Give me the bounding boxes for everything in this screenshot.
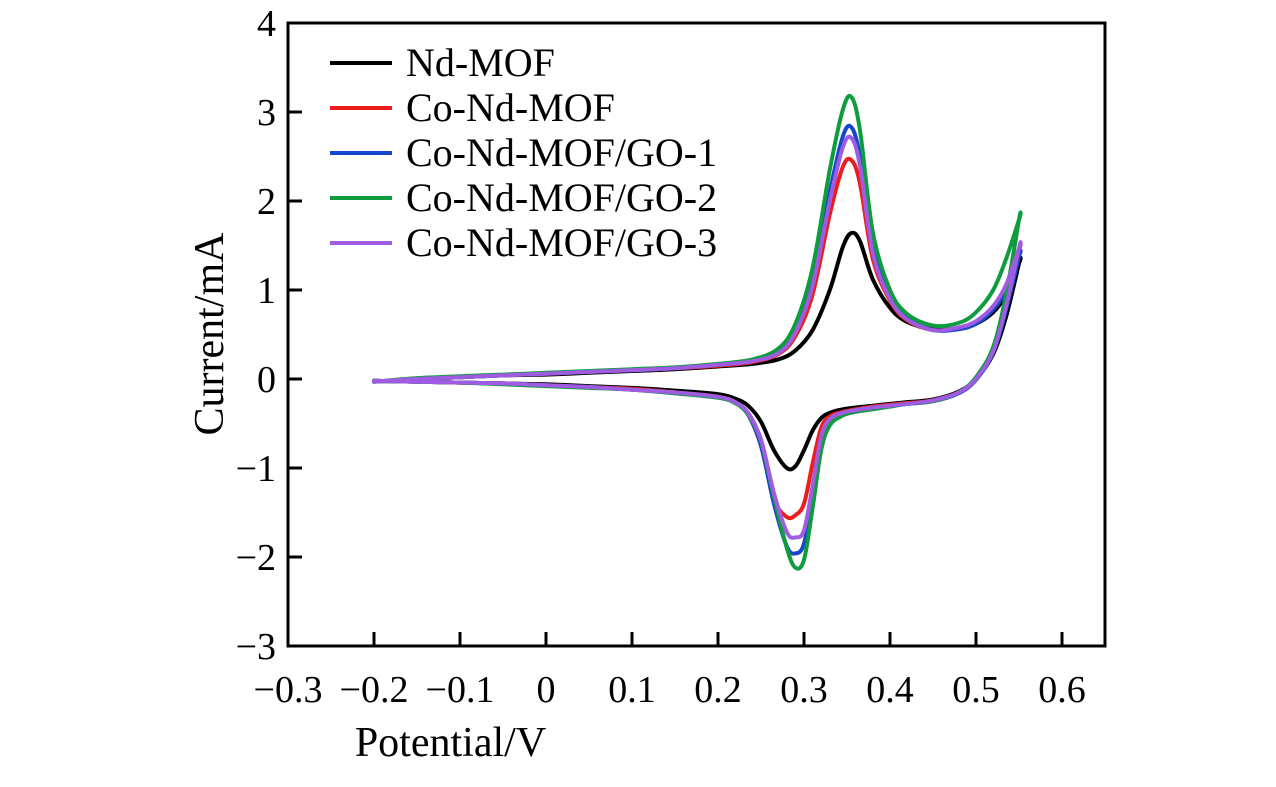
y-tick-label: 1	[257, 270, 276, 312]
cv-curve-4	[372, 134, 1023, 540]
y-tick-label: 0	[257, 359, 276, 401]
legend: Nd-MOF Co-Nd-MOF Co-Nd-MOF/GO-1 Co-Nd-MO…	[330, 40, 717, 265]
x-tick-label: 0.5	[952, 669, 1000, 711]
legend-label-co-nd-mof-go-3: Co-Nd-MOF/GO-3	[406, 219, 718, 265]
x-axis-title: Potential/V	[0, 722, 1276, 764]
legend-swatch-co-nd-mof	[330, 105, 392, 110]
x-tick-label: 0.6	[1038, 669, 1086, 711]
x-tick-label: 0.1	[608, 669, 656, 711]
legend-label-co-nd-mof-go-1: Co-Nd-MOF/GO-1	[406, 129, 718, 175]
y-tick-label: −2	[236, 537, 276, 579]
legend-label-co-nd-mof: Co-Nd-MOF	[406, 84, 615, 130]
legend-label-nd-mof: Nd-MOF	[406, 39, 555, 85]
x-tick-label: −0.1	[426, 669, 495, 711]
y-tick-label: −3	[236, 626, 276, 668]
y-tick-label: 2	[257, 181, 276, 223]
legend-label-co-nd-mof-go-2: Co-Nd-MOF/GO-2	[406, 174, 718, 220]
x-tick-label: −0.3	[254, 669, 323, 711]
legend-item-co-nd-mof-go-2: Co-Nd-MOF/GO-2	[330, 175, 717, 220]
y-tick-label: 3	[257, 92, 276, 134]
legend-swatch-co-nd-mof-go-2	[330, 195, 392, 200]
legend-swatch-co-nd-mof-go-1	[330, 150, 392, 155]
x-tick-label: 0	[537, 669, 556, 711]
plot-frame	[286, 21, 1107, 648]
y-tick-label: 4	[257, 3, 276, 45]
legend-item-nd-mof: Nd-MOF	[330, 40, 717, 85]
x-tick-label: 0.4	[866, 669, 914, 711]
x-tick-label: 0.2	[694, 669, 742, 711]
legend-item-co-nd-mof: Co-Nd-MOF	[330, 85, 717, 130]
x-tick-label: −0.2	[340, 669, 409, 711]
cv-curve-0	[372, 230, 1023, 472]
y-tick-label: −1	[236, 448, 276, 490]
legend-item-co-nd-mof-go-3: Co-Nd-MOF/GO-3	[330, 220, 717, 265]
x-axis-title-text: Potential/V	[354, 720, 547, 766]
y-axis-title: Current/mA	[187, 232, 233, 436]
legend-swatch-co-nd-mof-go-3	[330, 240, 392, 245]
x-tick-label: 0.3	[780, 669, 828, 711]
legend-swatch-nd-mof	[330, 60, 392, 65]
legend-item-co-nd-mof-go-1: Co-Nd-MOF/GO-1	[330, 130, 717, 175]
